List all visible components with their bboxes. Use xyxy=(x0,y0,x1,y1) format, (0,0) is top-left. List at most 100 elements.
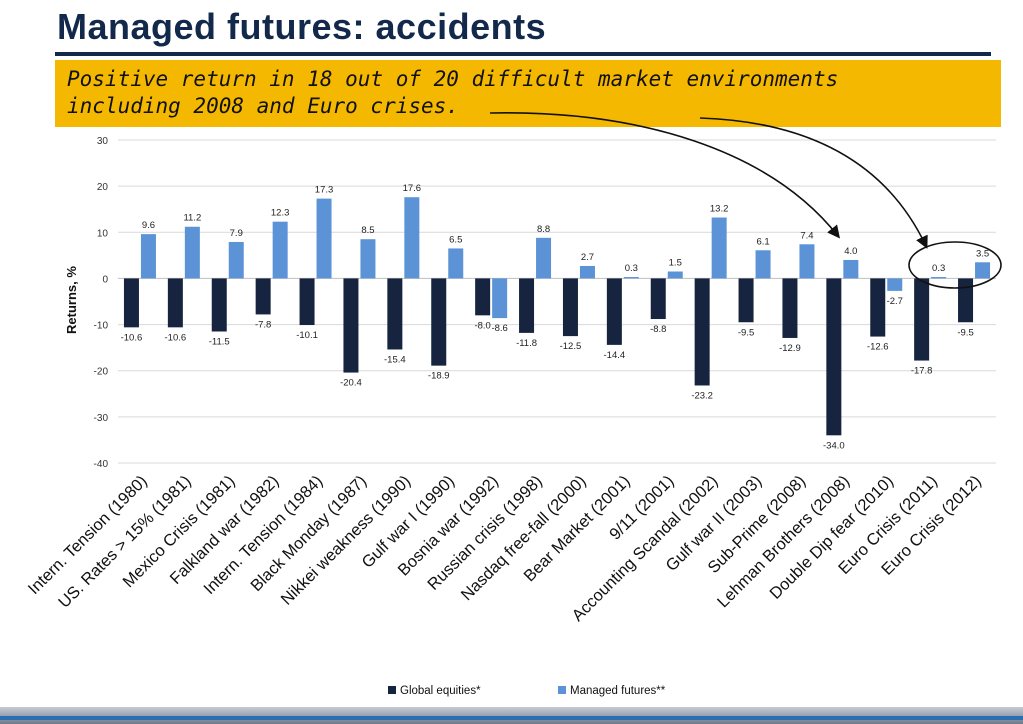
managed-futures-bar xyxy=(272,221,288,279)
title-rule xyxy=(55,52,991,56)
global-equities-data-label: -9.5 xyxy=(957,327,973,338)
managed-futures-bar xyxy=(711,217,727,279)
bars xyxy=(123,197,991,436)
global-equities-bar xyxy=(299,278,315,326)
managed-futures-data-label: 3.5 xyxy=(976,248,989,259)
global-equities-data-label: -11.8 xyxy=(516,338,537,349)
managed-futures-data-label: 1.5 xyxy=(669,258,682,269)
global-equities-data-label: -14.4 xyxy=(604,350,626,361)
managed-futures-data-label: 2.7 xyxy=(581,252,594,263)
callout-box xyxy=(55,60,1001,127)
managed-futures-data-label: 7.9 xyxy=(230,228,243,239)
annotation-arrow-to-euro-crises xyxy=(699,117,928,249)
x-tick-labels: Intern. Tension (1980)US. Rates > 15% (1… xyxy=(25,472,985,625)
global-equities-bar xyxy=(255,278,271,315)
legend: Global equities* Managed futures** xyxy=(388,685,666,697)
global-equities-data-label: -8.0 xyxy=(474,320,490,331)
managed-futures-data-label: 4.0 xyxy=(844,246,857,257)
global-equities-bar xyxy=(431,278,447,366)
global-equities-data-label: -9.5 xyxy=(738,327,754,338)
managed-futures-data-label: -2.7 xyxy=(887,296,903,307)
managed-futures-data-label: 0.3 xyxy=(625,263,638,274)
y-tick-label: -20 xyxy=(94,367,109,378)
global-equities-data-label: -10.6 xyxy=(165,332,187,343)
y-tick-label: 20 xyxy=(97,182,109,193)
managed-futures-data-label: 11.2 xyxy=(183,213,201,224)
global-equities-bar xyxy=(606,278,622,345)
global-equities-data-label: -34.0 xyxy=(823,440,845,451)
y-tick-label: -30 xyxy=(94,413,109,424)
global-equities-data-label: -7.8 xyxy=(255,319,271,330)
global-equities-data-label: -15.4 xyxy=(384,354,406,365)
data-labels: -10.6 9.6 -10.6 11.2 -11.5 7.9 -7.8 12.3 -10.1 17… xyxy=(121,183,990,451)
global-equities-data-label: -12.5 xyxy=(560,341,582,352)
global-equities-data-label: -12.6 xyxy=(867,342,889,353)
y-tick-label: -40 xyxy=(94,459,109,470)
global-equities-bar xyxy=(343,278,359,373)
managed-futures-bar xyxy=(579,265,595,279)
annotation-circle-euro-crises xyxy=(908,241,1002,289)
callout-line-1: Positive return in 18 out of 20 difficul… xyxy=(67,67,839,91)
managed-futures-bar xyxy=(755,250,771,279)
managed-futures-bar xyxy=(536,237,552,279)
managed-futures-data-label: 0.3 xyxy=(932,263,945,274)
global-equities-bar xyxy=(958,278,974,323)
global-equities-data-label: -10.6 xyxy=(121,332,143,343)
legend-label: Global equities* xyxy=(400,685,481,697)
global-equities-data-label: -12.9 xyxy=(779,343,801,354)
global-equities-bar xyxy=(782,278,798,338)
global-equities-data-label: -18.9 xyxy=(428,371,450,382)
y-tick-labels: -40 -30 -20 -10 0 10 20 30 xyxy=(94,136,109,470)
managed-futures-bar xyxy=(843,259,859,279)
managed-futures-bar xyxy=(975,262,991,279)
slide-title: Managed futures: accidents xyxy=(57,6,547,47)
managed-futures-bar xyxy=(140,234,156,279)
global-equities-bar xyxy=(826,278,842,436)
callout-text: Positive return in 18 out of 20 difficul… xyxy=(67,66,967,120)
global-equities-bar xyxy=(475,278,491,316)
managed-futures-data-label: 6.1 xyxy=(756,236,769,247)
global-equities-bar xyxy=(387,278,403,350)
managed-futures-bar xyxy=(623,277,639,279)
footer-line xyxy=(0,716,1023,720)
managed-futures-data-label: 6.5 xyxy=(449,234,462,245)
y-axis-label: Returns, % xyxy=(64,266,79,334)
managed-futures-bar xyxy=(228,241,244,279)
managed-futures-bar xyxy=(184,226,200,279)
managed-futures-data-label: 12.3 xyxy=(271,208,290,219)
global-equities-bar xyxy=(738,278,754,323)
global-equities-data-label: -10.1 xyxy=(296,330,318,341)
managed-futures-bar xyxy=(492,278,508,319)
annotations xyxy=(489,112,1002,289)
global-equities-bar xyxy=(562,278,578,337)
y-tick-label: -10 xyxy=(94,321,109,332)
gridlines xyxy=(118,139,996,464)
legend-swatch xyxy=(388,686,396,694)
global-equities-bar xyxy=(167,278,183,328)
y-tick-label: 0 xyxy=(102,274,108,285)
global-equities-data-label: -17.8 xyxy=(911,366,933,377)
managed-futures-data-label: 7.4 xyxy=(800,230,813,241)
managed-futures-bar xyxy=(887,278,903,291)
global-equities-bar xyxy=(914,278,930,361)
managed-futures-data-label: 8.8 xyxy=(537,224,550,235)
legend-swatch xyxy=(558,686,566,694)
managed-futures-data-label: 17.3 xyxy=(315,185,334,196)
global-equities-bar xyxy=(211,278,227,332)
global-equities-data-label: -23.2 xyxy=(691,390,713,401)
y-tick-label: 30 xyxy=(97,136,109,147)
managed-futures-bar xyxy=(448,248,464,279)
managed-futures-data-label: 17.6 xyxy=(403,183,422,194)
managed-futures-bar xyxy=(316,198,332,279)
annotation-arrow-to-lehman xyxy=(489,112,840,239)
managed-futures-bar xyxy=(799,244,815,279)
y-tick-label: 10 xyxy=(97,228,109,239)
global-equities-bar xyxy=(870,278,886,337)
global-equities-bar xyxy=(519,278,535,333)
global-equities-data-label: -8.8 xyxy=(650,324,666,335)
managed-futures-data-label: 8.5 xyxy=(361,225,374,236)
managed-futures-data-label: 13.2 xyxy=(710,204,729,215)
global-equities-bar xyxy=(123,278,139,328)
global-equities-data-label: -11.5 xyxy=(209,336,230,347)
